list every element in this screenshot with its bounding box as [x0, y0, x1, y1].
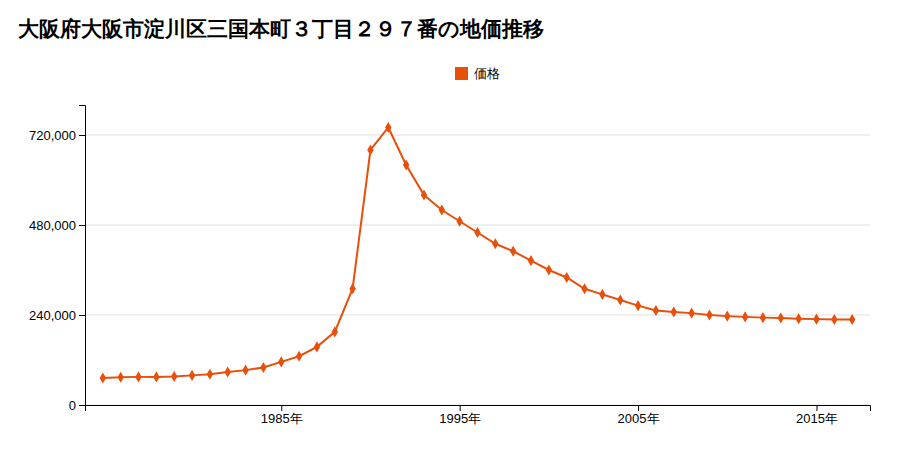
x-tick-label: 1985年	[261, 411, 303, 426]
legend-item: 価格	[455, 66, 500, 81]
y-axis: 0 240,000 480,000 720,000	[29, 106, 86, 413]
y-tick-label: 240,000	[29, 308, 76, 323]
series-marker	[563, 272, 569, 283]
y-tick: 480,000	[29, 218, 85, 233]
series-marker	[314, 341, 320, 352]
legend-label: 価格	[474, 66, 500, 81]
legend: 価格	[455, 66, 500, 81]
y-tick-mark	[79, 315, 85, 316]
grid	[85, 135, 870, 405]
x-tick-label: 2015年	[796, 411, 838, 426]
series-marker	[474, 227, 480, 238]
x-tick: 1995年	[439, 405, 481, 426]
series-marker	[385, 122, 391, 133]
series-marker	[171, 371, 177, 382]
series-marker	[153, 371, 159, 382]
series-marker	[260, 362, 266, 373]
series-marker	[296, 351, 302, 362]
series-marker	[207, 369, 213, 380]
y-axis-line	[79, 106, 86, 406]
x-tick: 2015年	[796, 405, 838, 426]
series-marker	[403, 159, 409, 170]
x-tick: 1985年	[261, 405, 303, 426]
series-marker	[278, 356, 284, 367]
legend-swatch	[455, 67, 468, 80]
series-marker	[688, 308, 694, 319]
series-marker	[510, 246, 516, 257]
series-marker	[653, 305, 659, 316]
x-axis: 1985年 1995年 2005年 2015年	[86, 405, 871, 426]
series-marker	[189, 370, 195, 381]
series-line	[103, 128, 852, 379]
x-axis-line	[86, 406, 871, 412]
title: 大阪府大阪市淀川区三国本町３丁目２９７番の地価推移	[18, 17, 544, 41]
y-tick-label: 720,000	[29, 128, 76, 143]
grid-line	[85, 315, 870, 316]
y-tick-label: 480,000	[29, 218, 76, 233]
x-tick: 2005年	[618, 405, 660, 426]
grid-line	[85, 225, 870, 226]
y-tick-label: 0	[69, 398, 76, 413]
series-marker	[456, 216, 462, 227]
x-tick-label: 2005年	[618, 411, 660, 426]
y-tick: 0	[69, 398, 85, 413]
series-marker	[528, 255, 534, 266]
plot-area: 1985年 1995年 2005年 2015年 0 240,000 480,000 720,0…	[29, 106, 871, 427]
series-marker	[367, 144, 373, 155]
series-marker	[813, 314, 819, 325]
y-tick-mark	[79, 225, 85, 226]
y-tick-mark	[79, 135, 85, 136]
y-tick-mark	[79, 405, 85, 406]
series-marker	[617, 294, 623, 305]
series-marker	[117, 372, 123, 383]
series-marker	[778, 312, 784, 323]
series-layer	[100, 122, 856, 384]
y-tick: 240,000	[29, 308, 85, 323]
chart: 1985年 1995年 2005年 2015年 0 240,000 480,000 720,0…	[0, 0, 900, 450]
y-tick: 720,000	[29, 128, 85, 143]
series-marker	[421, 189, 427, 200]
x-tick-mark	[460, 405, 461, 411]
series-marker	[599, 289, 605, 300]
series-marker	[849, 314, 855, 325]
x-tick-mark	[816, 405, 817, 411]
x-tick-mark	[638, 405, 639, 411]
series-marker	[724, 311, 730, 322]
series-marker	[135, 371, 141, 382]
series-marker	[742, 311, 748, 322]
series-marker	[581, 283, 587, 294]
series-marker	[439, 204, 445, 215]
series-marker	[831, 314, 837, 325]
series-marker	[225, 366, 231, 377]
series-marker	[760, 312, 766, 323]
series-marker	[546, 264, 552, 275]
series-marker	[671, 306, 677, 317]
x-tick-label: 1995年	[439, 411, 481, 426]
series-marker	[706, 309, 712, 320]
series-marker	[242, 365, 248, 376]
series-marker	[795, 313, 801, 324]
series-marker	[492, 238, 498, 249]
series-marker	[332, 326, 338, 337]
series-marker	[349, 283, 355, 294]
series-marker	[100, 372, 106, 383]
x-tick-mark	[281, 405, 282, 411]
grid-line	[85, 135, 870, 136]
series-marker	[635, 300, 641, 311]
